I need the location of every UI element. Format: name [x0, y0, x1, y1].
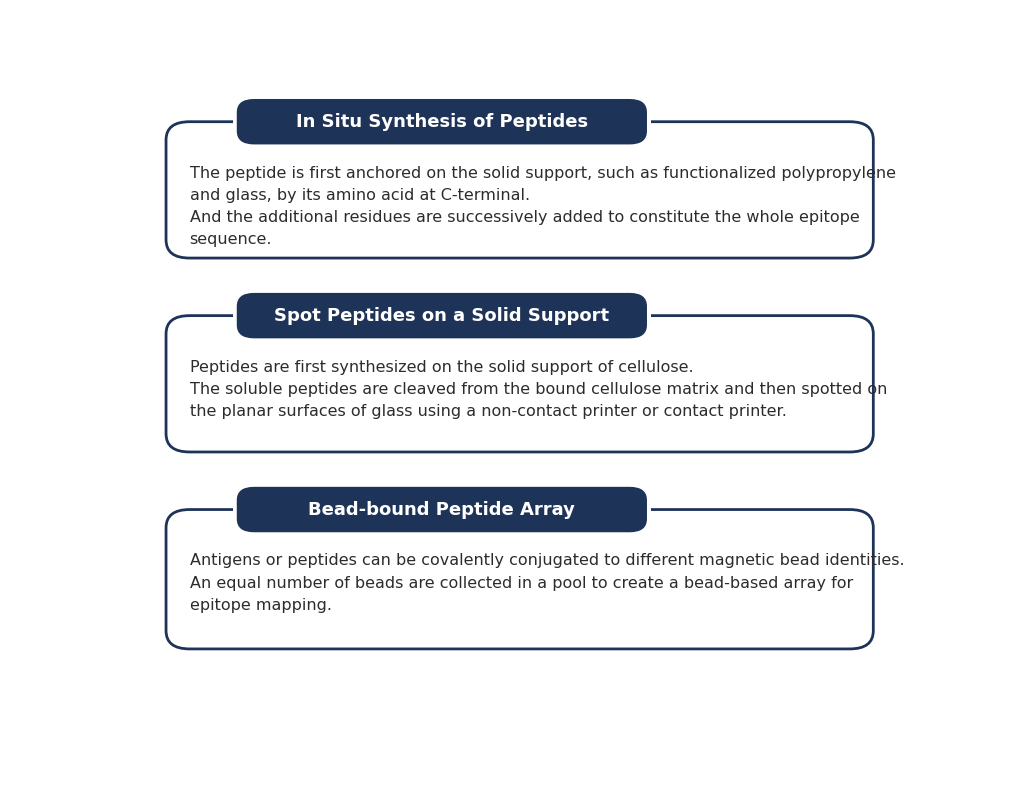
- Text: Antigens or peptides can be covalently conjugated to different magnetic bead ide: Antigens or peptides can be covalently c…: [190, 553, 904, 613]
- Text: The peptide is first anchored on the solid support, such as functionalized polyp: The peptide is first anchored on the sol…: [190, 165, 895, 247]
- FancyBboxPatch shape: [166, 122, 873, 258]
- FancyBboxPatch shape: [233, 504, 651, 515]
- FancyBboxPatch shape: [237, 99, 647, 145]
- FancyBboxPatch shape: [233, 116, 651, 127]
- FancyBboxPatch shape: [166, 509, 873, 649]
- FancyBboxPatch shape: [166, 316, 873, 452]
- Text: In Situ Synthesis of Peptides: In Situ Synthesis of Peptides: [296, 113, 588, 131]
- Text: Peptides are first synthesized on the solid support of cellulose.
The soluble pe: Peptides are first synthesized on the so…: [190, 360, 887, 419]
- FancyBboxPatch shape: [237, 293, 647, 338]
- Text: Bead-bound Peptide Array: Bead-bound Peptide Array: [308, 501, 575, 519]
- FancyBboxPatch shape: [237, 487, 647, 532]
- FancyBboxPatch shape: [233, 311, 651, 320]
- Text: Spot Peptides on a Solid Support: Spot Peptides on a Solid Support: [275, 307, 609, 324]
